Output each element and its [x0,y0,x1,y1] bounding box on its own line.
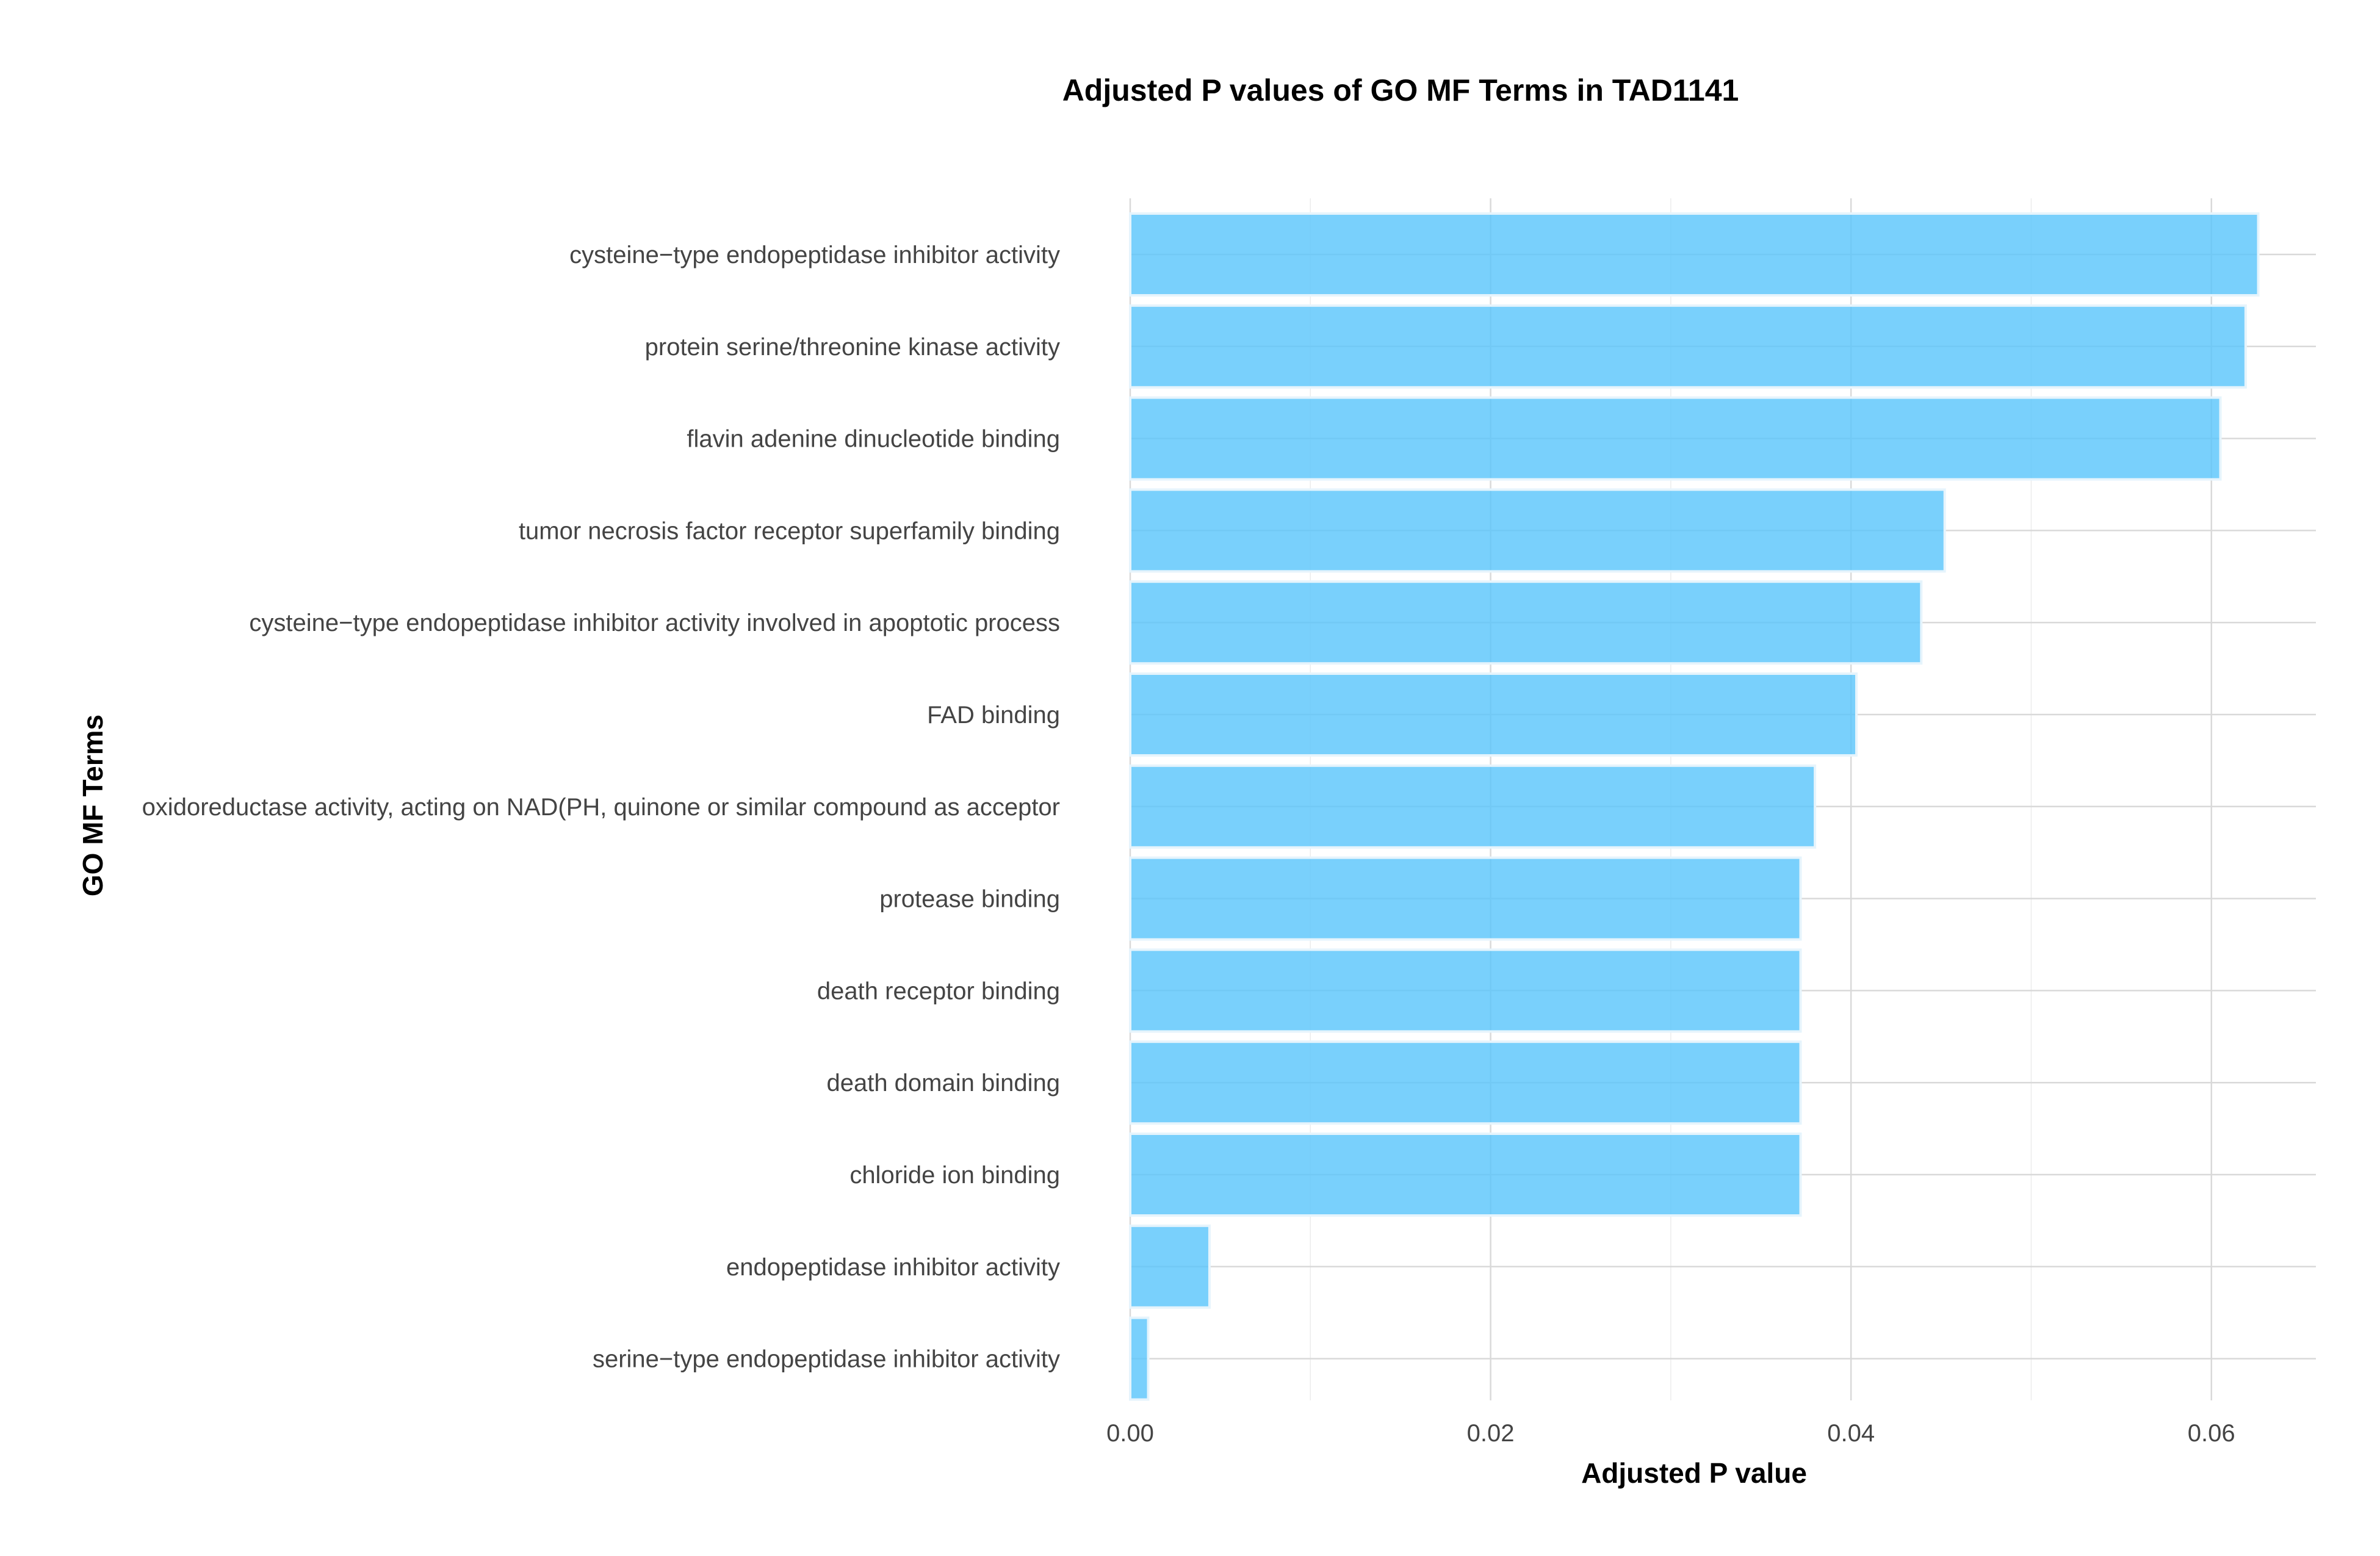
category-label: oxidoreductase activity, acting on NAD(P… [142,794,1060,821]
category-label: death domain binding [826,1070,1060,1097]
bar [1129,1224,1211,1309]
category-label: endopeptidase inhibitor activity [726,1254,1060,1281]
bar [1129,672,1858,757]
category-label: protease binding [879,886,1060,913]
x-tick-label: 0.00 [1106,1420,1154,1447]
x-tick-labels: 0.00 0.02 0.04 0.06 [1106,1420,2235,1447]
category-label: death receptor binding [817,978,1060,1004]
bar [1129,1040,1802,1125]
bar [1129,212,2260,297]
bar [1129,764,1817,849]
bars [1129,212,2260,1401]
bar [1129,948,1802,1033]
bar [1129,488,1946,573]
bar [1129,1316,1150,1401]
x-axis-title: Adjusted P value [1581,1457,1807,1489]
category-label: flavin adenine dinucleotide binding [687,426,1060,453]
x-tick-label: 0.04 [1827,1420,1875,1447]
category-label: tumor necrosis factor receptor superfami… [519,517,1060,544]
category-label: serine−type endopeptidase inhibitor acti… [593,1346,1060,1373]
bar [1129,396,2222,481]
y-axis-title: GO MF Terms [77,715,109,896]
bar [1129,1133,1802,1217]
bar [1129,580,1923,665]
x-tick-label: 0.06 [2188,1420,2235,1447]
category-label: FAD binding [927,702,1060,729]
bar [1129,856,1802,941]
category-labels: cysteine−type endopeptidase inhibitor ac… [142,242,1060,1373]
x-tick-label: 0.02 [1467,1420,1515,1447]
category-label: cysteine−type endopeptidase inhibitor ac… [249,610,1060,636]
bar [1129,304,2247,389]
chart-title: Adjusted P values of GO MF Terms in TAD1… [1062,73,1739,107]
category-label: chloride ion binding [849,1162,1060,1189]
category-label: cysteine−type endopeptidase inhibitor ac… [569,242,1060,268]
category-label: protein serine/threonine kinase activity [645,334,1060,361]
